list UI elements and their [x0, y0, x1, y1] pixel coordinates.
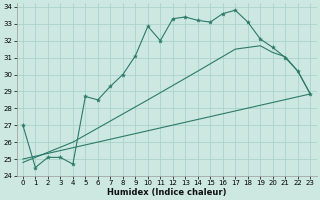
X-axis label: Humidex (Indice chaleur): Humidex (Indice chaleur)	[107, 188, 226, 197]
